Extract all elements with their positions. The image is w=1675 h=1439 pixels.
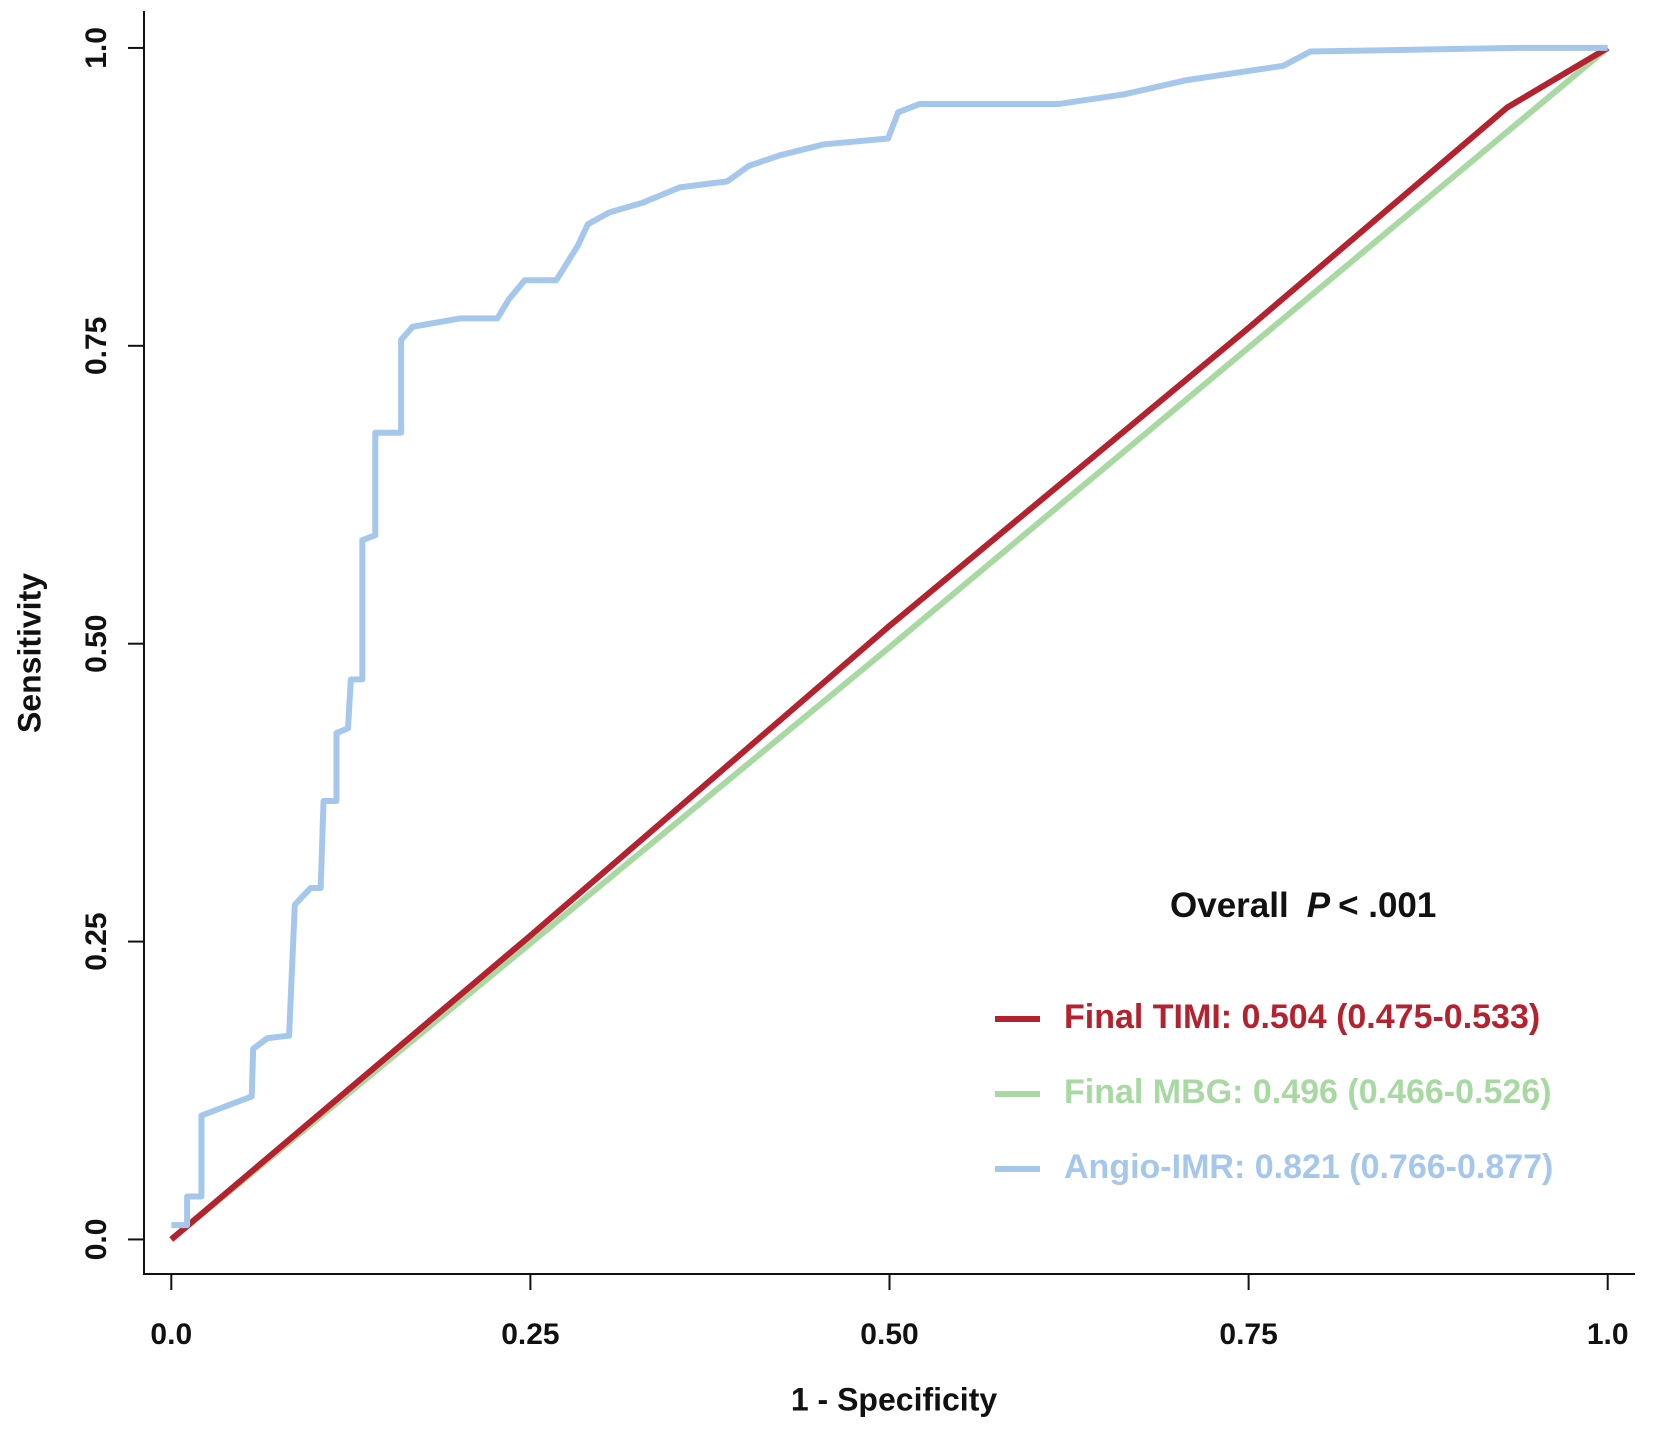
y-tick-label: 1.0 [80,27,113,69]
y-tick-label: 0.50 [80,614,113,672]
x-tick-label: 0.50 [860,1318,918,1351]
annotation: Overall P < .001 [1170,886,1436,925]
axis-line [143,11,1635,1275]
y-tick-label: 0.25 [80,912,113,970]
x-tick-label: 0.75 [1219,1318,1277,1351]
y-tick-label: 0.0 [80,1219,113,1261]
x-tick-label: 0.25 [501,1318,559,1351]
x-axis-title: 1 - Specificity [791,1381,998,1417]
y-axis-title: Sensitivity [11,573,47,733]
annotation-text: < .001 [1338,886,1436,925]
annotation-text: Overall [1170,886,1289,925]
roc-line [169,45,1610,1242]
legend-label: Final MBG: 0.496 (0.466-0.526) [1064,1073,1552,1111]
annotation-italic: P [1307,886,1331,925]
y-tick-label: 0.75 [80,317,113,375]
roc-line [171,44,1608,1229]
legend-label: Final TIMI: 0.504 (0.475-0.533) [1064,998,1540,1036]
roc-line [169,45,1610,1242]
x-tick-label: 0.0 [150,1318,192,1351]
x-tick-label: 1.0 [1587,1318,1629,1351]
legend-label: Angio-IMR: 0.821 (0.766-0.877) [1064,1148,1553,1186]
